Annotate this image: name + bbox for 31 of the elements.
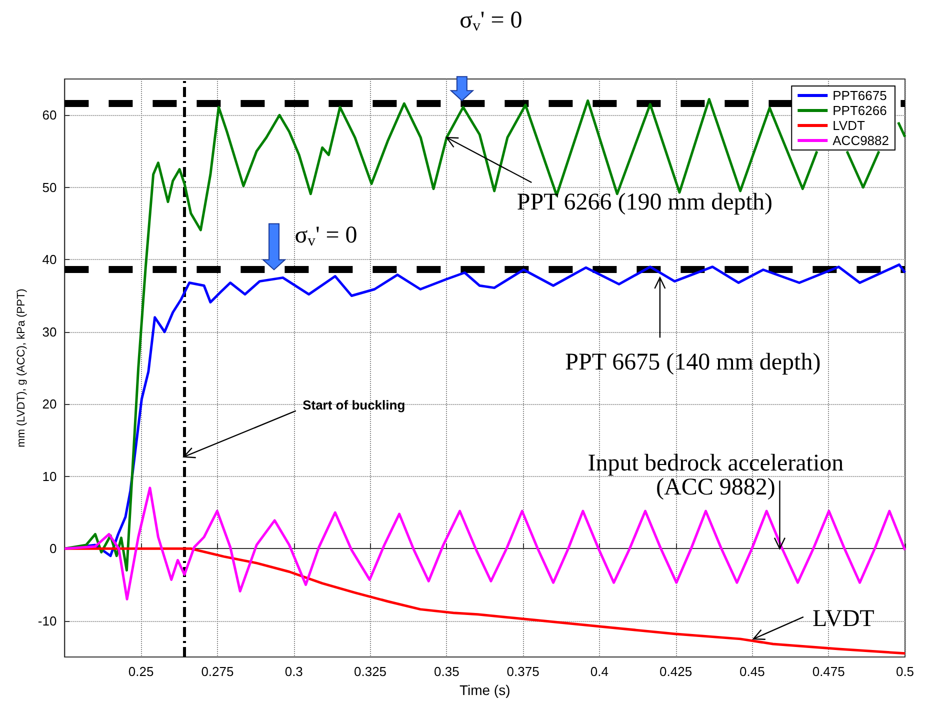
- y-tick-label: 30: [42, 324, 57, 340]
- annotation: LVDT: [812, 606, 875, 632]
- x-tick-label: 0.275: [201, 664, 234, 679]
- legend-label: LVDT: [832, 118, 865, 133]
- x-tick-label: 0.5: [896, 664, 914, 679]
- y-tick-label: 10: [42, 468, 57, 484]
- annotation: Start of buckling: [302, 397, 406, 412]
- y-tick-label: 50: [42, 180, 57, 195]
- annotation: Input bedrock acceleration (ACC 9882): [588, 450, 844, 501]
- annotation: PPT 6675 (140 mm depth): [565, 350, 821, 376]
- y-tick-label: 0: [49, 541, 57, 556]
- legend-label: ACC9882: [832, 133, 890, 148]
- annotation: PPT 6266 (190 mm depth): [516, 190, 772, 216]
- x-tick-label: 0.475: [812, 664, 845, 679]
- x-tick-label: 0.375: [506, 664, 540, 679]
- y-tick-label: 20: [42, 396, 57, 412]
- y-tick-label: -10: [38, 613, 57, 628]
- x-tick-label: 0.425: [660, 664, 692, 679]
- y-tick-label: 40: [42, 252, 57, 268]
- x-tick-label: 0.3: [284, 664, 303, 679]
- x-tick-label: 0.25: [128, 664, 154, 679]
- y-tick-label: 60: [42, 108, 57, 123]
- x-tick-label: 0.325: [354, 664, 387, 679]
- line-series: [63, 547, 906, 655]
- y-axis-title: mm (LVDT), g (ACC), kPa (PPT): [16, 288, 28, 448]
- legend-label: PPT6675: [832, 88, 887, 103]
- legend-label: PPT6266: [832, 103, 887, 118]
- x-tick-label: 0.35: [434, 664, 460, 679]
- x-tick-label: 0.45: [740, 664, 765, 679]
- x-tick-label: 0.4: [590, 664, 608, 679]
- x-axis-title: Time (s): [459, 682, 510, 698]
